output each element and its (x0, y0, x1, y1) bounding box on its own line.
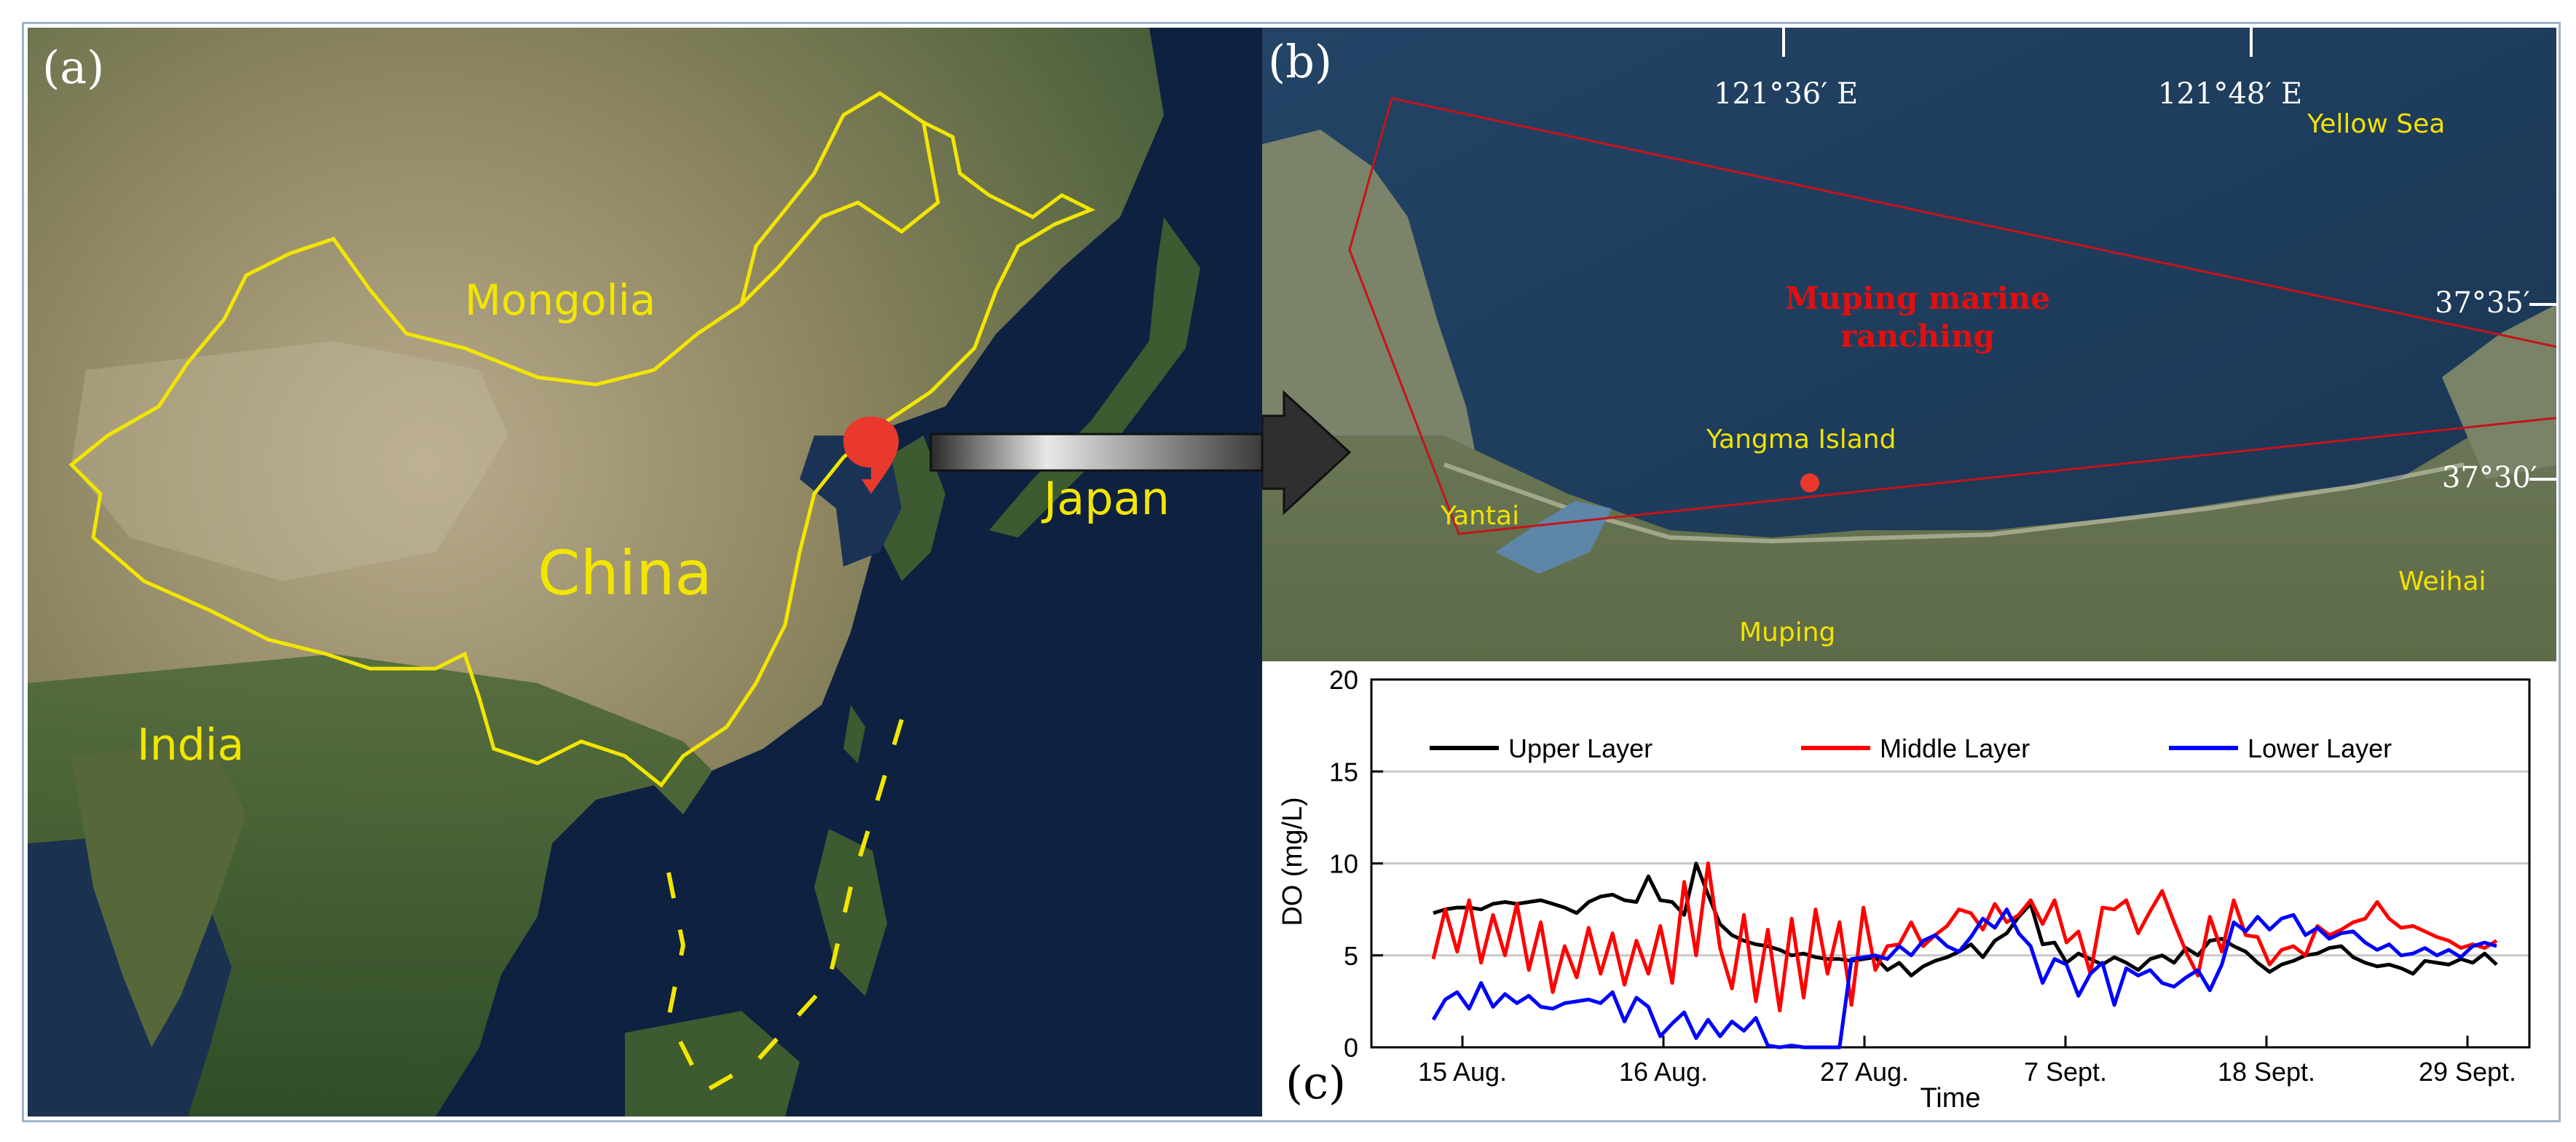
china-border (68, 120, 1096, 788)
zoom-arrow-shaft (929, 433, 1262, 472)
panel-c-label: (c) (1285, 1056, 1346, 1109)
nine-dash-line (666, 719, 904, 1093)
series-line-lower-layer (1431, 907, 2497, 1050)
x-axis-title: Time (1920, 1083, 1980, 1114)
india-peninsula (71, 741, 246, 1047)
india-label: India (137, 720, 245, 771)
y-tick-label: 15 (1329, 757, 1358, 787)
borneo-island (625, 1011, 800, 1117)
grid-layer (1371, 770, 2529, 957)
satellite-panel: (b) 121°36′ E 121°48′ E 37°35′ 37°30′ Ye… (1262, 28, 2556, 661)
yangma-island-label: Yangma Island (1706, 425, 1896, 454)
y-tick-label: 10 (1329, 849, 1358, 879)
series-layer (1431, 862, 2498, 1050)
philippine-islands (814, 829, 887, 996)
series-line-upper-layer (1433, 862, 2498, 977)
x-tick-label: 7 Sept. (2024, 1057, 2107, 1087)
east-asia-map-graphic (28, 28, 1262, 1117)
yangma-island-marker (1800, 473, 1819, 492)
east-asia-map-panel: (a) Mongolia China Japan India (28, 28, 1262, 1117)
yantai-label: Yantai (1441, 501, 1520, 531)
longitude-label-1: 121°36′ E (1714, 77, 1859, 111)
korea-peninsula (880, 436, 945, 581)
x-tick-label: 15 Aug. (1418, 1057, 1507, 1087)
do-line-chart: 0 5 10 15 20 15 Aug. 16 Aug. 27 Aug. 7 Sept. 18 S… (1277, 665, 2531, 1114)
y-axis-title: DO (mg/L) (1277, 797, 1308, 926)
satellite-graphic (1262, 28, 2556, 661)
weihai-label: Weihai (2398, 567, 2486, 596)
ranching-area-outline (1348, 97, 2556, 535)
yellow-sea-label: Yellow Sea (2307, 109, 2446, 139)
do-chart-panel: 0 5 10 15 20 15 Aug. 16 Aug. 27 Aug. 7 Sept. 18 S… (1262, 661, 2556, 1117)
muping-label: Muping (1739, 618, 1836, 647)
x-tick-label: 29 Sept. (2419, 1057, 2516, 1087)
coastal-land (1262, 334, 2556, 661)
x-tick-label: 16 Aug. (1619, 1057, 1708, 1087)
yangma-island-shape (1495, 501, 1612, 574)
y-tick-label: 20 (1329, 665, 1358, 695)
ranching-label-line-2: ranching (1840, 318, 1995, 354)
longitude-label-2: 121°48′ E (2158, 77, 2303, 111)
latitude-label-2: 37°30′ (2442, 461, 2537, 495)
legend-label: Middle Layer (1880, 733, 2030, 763)
legend-label: Lower Layer (2248, 733, 2392, 763)
location-marker-icon (843, 417, 899, 494)
ranching-area-label: Muping marine ranching (1743, 280, 2092, 355)
panel-b-label: (b) (1268, 35, 1333, 88)
y-tick-label: 5 (1344, 941, 1358, 971)
figure-frame: (a) Mongolia China Japan India (22, 22, 2561, 1122)
yantai-coast (1262, 130, 1481, 494)
axis-layer: 0 5 10 15 20 15 Aug. 16 Aug. 27 Aug. 7 Sept. 18 S… (1329, 665, 2516, 1087)
y-tick-label: 0 (1344, 1033, 1358, 1063)
legend-label: Upper Layer (1508, 733, 1653, 763)
mongolia-label: Mongolia (465, 275, 656, 325)
zoom-arrow-head (1262, 390, 1352, 516)
latitude-label-1: 37°35′ (2435, 286, 2530, 320)
ranching-label-line-1: Muping marine (1785, 280, 2050, 316)
japan-label: Japan (1044, 472, 1170, 525)
china-label: China (537, 537, 712, 609)
mongolia-border (289, 91, 940, 387)
taiwan-island (843, 705, 865, 763)
x-tick-label: 18 Sept. (2218, 1057, 2315, 1087)
panel-a-label: (a) (42, 41, 105, 94)
weihai-coast (2442, 304, 2556, 479)
japan-islands (989, 217, 1200, 537)
x-tick-label: 27 Aug. (1820, 1057, 1909, 1087)
legend: Upper Layer Middle Layer Lower Layer (1430, 733, 2392, 763)
tibetan-plateau (71, 341, 508, 581)
